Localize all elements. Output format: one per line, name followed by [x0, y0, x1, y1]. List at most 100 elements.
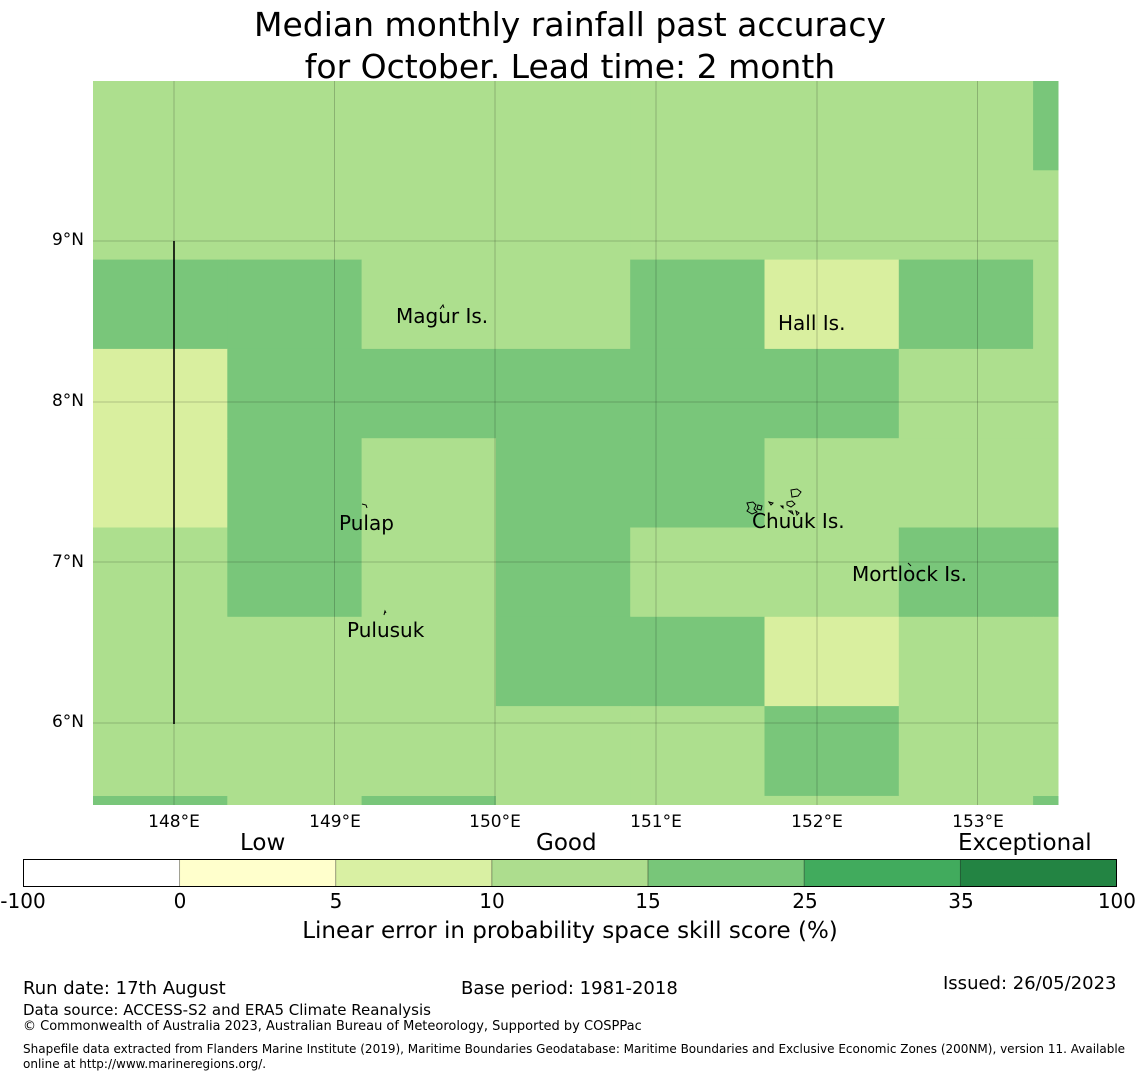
grid-cell [1033, 706, 1059, 796]
grid-cell [764, 81, 900, 171]
grid-cell [93, 259, 228, 350]
grid-cell-edge [764, 796, 900, 805]
grid-cell [93, 348, 228, 439]
grid-cell [1033, 170, 1059, 261]
lon-label-153e: 153°E [952, 812, 1004, 832]
place-label-hall: Hall Is. [778, 311, 846, 335]
colorbar-tick: 10 [479, 889, 505, 913]
grid-cell [495, 81, 631, 171]
grid-cell [898, 706, 1034, 796]
grid-cell [898, 170, 1034, 261]
grid-cell [764, 170, 900, 261]
colorbar-label: Linear error in probability space skill … [302, 918, 838, 944]
grid-cell [227, 616, 363, 707]
lon-label-151e: 151°E [630, 812, 682, 832]
grid-cell-edge [1033, 796, 1059, 805]
run-date: Run date: 17th August [23, 978, 226, 999]
chuuk-island-shapes [746, 488, 802, 516]
chart-title: Median monthly rainfall past accuracy fo… [0, 4, 1140, 88]
colorbar [23, 859, 1117, 887]
pulap-island-shape [361, 503, 368, 509]
lat-label-9n: 9°N [51, 230, 84, 250]
grid-cell [630, 706, 765, 796]
place-label-mortlock: Mortlock Is. [852, 562, 967, 586]
grid-cell [898, 259, 1034, 350]
grid-cell [93, 438, 228, 528]
grid-cell [1033, 81, 1059, 171]
grid-cell [361, 616, 497, 707]
mortlock-island-shape [907, 562, 912, 567]
colorbar-category-good: Good [536, 830, 597, 856]
grid-cell [764, 527, 900, 618]
skill-grid [93, 81, 1059, 805]
grid-cell-edge [227, 796, 363, 805]
colorbar-segment [647, 859, 805, 887]
grid-cell [1033, 348, 1059, 439]
colorbar-segment [491, 859, 649, 887]
grid-cell [495, 259, 631, 350]
grid-cell [227, 527, 363, 618]
grid-cell [495, 170, 631, 261]
colorbar-segment [803, 859, 961, 887]
grid-cell [495, 706, 631, 796]
colorbar-tick: -100 [0, 889, 46, 913]
place-label-magur: Magur Is. [396, 304, 489, 328]
grid-cell [630, 438, 765, 528]
lon-label-152e: 152°E [791, 812, 843, 832]
grid-cell [227, 348, 363, 439]
colorbar-tick: 5 [329, 889, 343, 913]
grid-cell [495, 348, 631, 439]
grid-cell [630, 527, 765, 618]
grid-cell [630, 616, 765, 707]
grid-cell [227, 170, 363, 261]
grid-cell [495, 616, 631, 707]
title-line-2: for October. Lead time: 2 month [304, 47, 836, 86]
colorbar-tick: 100 [1097, 889, 1136, 913]
grid-cell-edge [495, 796, 631, 805]
colorbar-tick: 15 [635, 889, 661, 913]
grid-cell [630, 259, 765, 350]
lon-label-148e: 148°E [148, 812, 200, 832]
grid-cell [227, 81, 363, 171]
pulusuk-island-shape [383, 609, 387, 616]
colorbar-tick: 25 [792, 889, 818, 913]
colorbar-segment [23, 859, 181, 887]
colorbar-segment [179, 859, 337, 887]
grid-cell [898, 81, 1034, 171]
issued-date: Issued: 26/05/2023 [943, 973, 1117, 994]
lat-label-6n: 6°N [51, 712, 84, 732]
grid-cell-edge [361, 796, 497, 805]
lon-label-149e: 149°E [309, 812, 361, 832]
grid-cell [93, 527, 228, 618]
grid-cell [1033, 527, 1059, 618]
place-label-chuuk: Chuuk Is. [752, 509, 845, 533]
colorbar-segment [959, 859, 1117, 887]
shapefile-credit-line-2: online at http://www.marineregions.org/. [23, 1057, 267, 1071]
place-label-pulap: Pulap [339, 511, 394, 535]
grid-cell [361, 706, 497, 796]
grid-cell [361, 438, 497, 528]
grid-cell [898, 616, 1034, 707]
grid-cell [764, 438, 900, 528]
title-line-1: Median monthly rainfall past accuracy [253, 5, 887, 44]
grid-cell [93, 81, 228, 171]
grid-cell [764, 259, 900, 350]
grid-cell [227, 259, 363, 350]
grid-cell [361, 81, 497, 171]
grid-cell [227, 706, 363, 796]
grid-cell [630, 348, 765, 439]
grid-cell [764, 706, 900, 796]
grid-cell [764, 348, 900, 439]
copyright: © Commonwealth of Australia 2023, Austra… [23, 1019, 642, 1034]
grid-cell [361, 527, 497, 618]
colorbar-segment [335, 859, 493, 887]
grid-cell [93, 706, 228, 796]
grid-cell-edge [898, 796, 1034, 805]
colorbar-category-exceptional: Exceptional [958, 830, 1092, 856]
lat-label-7n: 7°N [51, 552, 84, 572]
grid-cell [1033, 259, 1059, 350]
base-period: Base period: 1981-2018 [461, 978, 678, 999]
grid-cell [1033, 438, 1059, 528]
grid-cell [898, 527, 1034, 618]
